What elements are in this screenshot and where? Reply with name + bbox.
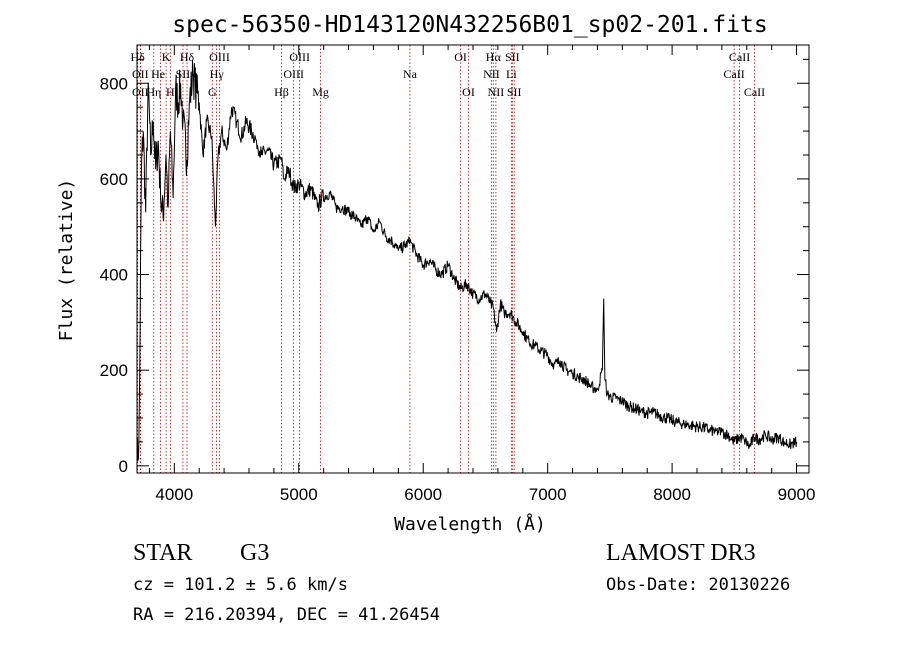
line-label: H <box>166 85 175 99</box>
line-label: CaII <box>723 67 744 81</box>
line-label: CaII <box>729 50 750 64</box>
y-tick-label: 0 <box>119 457 128 476</box>
line-label: Li <box>506 67 517 81</box>
line-label: Hγ <box>210 67 225 81</box>
line-label: Hδ <box>180 50 195 64</box>
line-label: Hα <box>486 50 502 64</box>
line-label: He <box>151 67 165 81</box>
spectral-line-labels: Hδ OII OII K He Hη H Hδ SII OIII Hγ G OIII OIII Hβ Mg Na… <box>130 50 765 99</box>
spectral-subclass: G3 <box>240 540 269 566</box>
line-label: G <box>208 85 217 99</box>
line-label: Hη <box>146 85 161 99</box>
redshift-text: cz = 101.2 ± 5.6 km/s <box>133 575 348 595</box>
line-label: OI <box>462 85 475 99</box>
x-axis-label: Wavelength (Å) <box>394 513 546 535</box>
x-tick-label: 6000 <box>404 485 442 504</box>
line-label: OIII <box>283 67 304 81</box>
spectral-line-markers <box>137 45 755 473</box>
line-label: SII <box>176 67 191 81</box>
obs-date: Obs-Date: 20130226 <box>606 575 790 595</box>
coordinates: RA = 216.20394, DEC = 41.26454 <box>133 605 440 625</box>
line-label: Hδ <box>130 50 145 64</box>
line-label: K <box>162 50 171 64</box>
x-tick-label: 4000 <box>155 485 193 504</box>
line-label: OII <box>132 85 149 99</box>
line-label: Na <box>403 67 418 81</box>
x-axis-ticks: 4000 5000 6000 7000 8000 9000 <box>148 45 816 504</box>
y-tick-label: 800 <box>100 74 128 93</box>
chart-title: spec-56350-HD143120N432256B01_sp02-201.f… <box>172 12 767 38</box>
line-label: NII <box>483 67 500 81</box>
y-tick-label: 600 <box>100 170 128 189</box>
plot-frame <box>136 44 810 474</box>
x-tick-label: 7000 <box>529 485 567 504</box>
x-tick-label: 9000 <box>778 485 816 504</box>
line-label: Hβ <box>274 85 289 99</box>
survey-name: LAMOST DR3 <box>606 540 756 566</box>
x-tick-label: 5000 <box>280 485 318 504</box>
y-axis-label: Flux (relative) <box>56 179 77 342</box>
line-label: OII <box>132 67 149 81</box>
spectrum-line <box>136 60 798 462</box>
line-label: OI <box>454 50 467 64</box>
line-label: Mg <box>312 85 329 99</box>
object-class: STAR <box>133 540 192 566</box>
x-tick-label: 8000 <box>653 485 691 504</box>
y-tick-label: 400 <box>100 266 128 285</box>
line-label: SII <box>507 85 522 99</box>
y-axis-ticks: 0 200 400 600 800 <box>100 58 809 476</box>
line-label: SII <box>505 50 520 64</box>
line-label: NII <box>488 85 505 99</box>
line-label: OIII <box>209 50 230 64</box>
y-tick-label: 200 <box>100 361 128 380</box>
line-label: CaII <box>744 85 765 99</box>
line-label: OIII <box>289 50 310 64</box>
spectrum-trace <box>136 60 798 462</box>
